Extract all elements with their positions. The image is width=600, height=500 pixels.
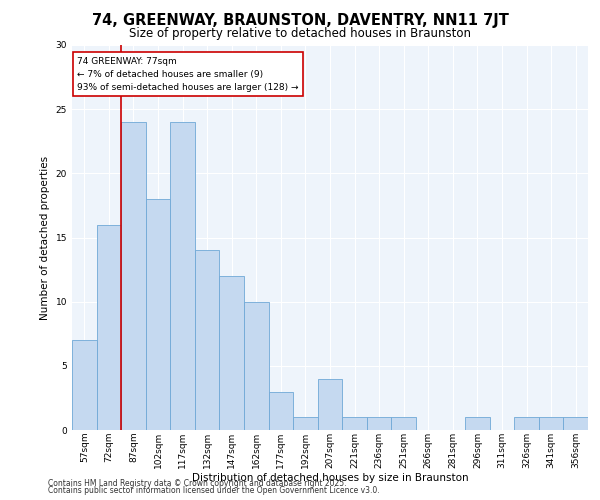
Text: Size of property relative to detached houses in Braunston: Size of property relative to detached ho… — [129, 28, 471, 40]
Bar — [146, 199, 170, 430]
Bar — [342, 417, 367, 430]
Bar — [170, 122, 195, 430]
Bar — [244, 302, 269, 430]
Bar — [514, 417, 539, 430]
Text: 74, GREENWAY, BRAUNSTON, DAVENTRY, NN11 7JT: 74, GREENWAY, BRAUNSTON, DAVENTRY, NN11 … — [92, 12, 508, 28]
Text: Contains public sector information licensed under the Open Government Licence v3: Contains public sector information licen… — [48, 486, 380, 495]
Bar — [97, 224, 121, 430]
Bar — [72, 340, 97, 430]
Y-axis label: Number of detached properties: Number of detached properties — [40, 156, 50, 320]
Bar — [220, 276, 244, 430]
Bar — [539, 417, 563, 430]
Bar — [465, 417, 490, 430]
Bar — [293, 417, 318, 430]
Bar — [318, 378, 342, 430]
Bar — [195, 250, 220, 430]
Bar — [121, 122, 146, 430]
Bar — [563, 417, 588, 430]
Bar — [367, 417, 391, 430]
X-axis label: Distribution of detached houses by size in Braunston: Distribution of detached houses by size … — [191, 474, 469, 484]
Bar — [391, 417, 416, 430]
Text: Contains HM Land Registry data © Crown copyright and database right 2025.: Contains HM Land Registry data © Crown c… — [48, 478, 347, 488]
Text: 74 GREENWAY: 77sqm
← 7% of detached houses are smaller (9)
93% of semi-detached : 74 GREENWAY: 77sqm ← 7% of detached hous… — [77, 56, 299, 92]
Bar — [269, 392, 293, 430]
